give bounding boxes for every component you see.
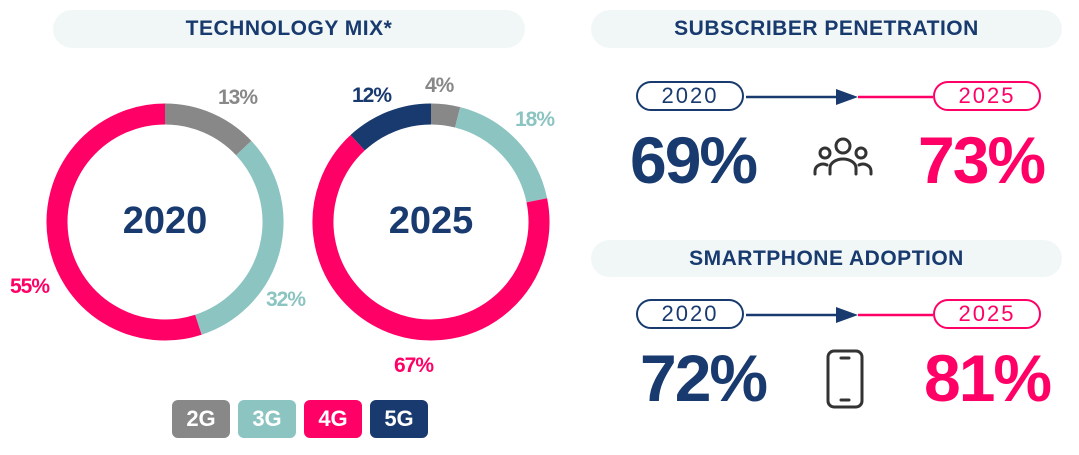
smartphone-icon [826,349,864,409]
legend-4g: 4G [304,400,362,438]
donut-2020 [46,103,284,341]
donut-2025-segment-4g [312,135,550,341]
donut-charts [46,103,550,341]
smartphone-title: SMARTPHONE ADOPTION [591,240,1062,277]
smartphone-to-value: 81% [924,341,1052,415]
donut-2020-segment-4g [46,103,202,341]
donut-2025-segment-5g [350,103,432,151]
donut-2025 [312,103,550,341]
donut-2020-segment-3g [194,140,284,335]
subscriber-from-year: 2020 [636,81,744,111]
people-icon [813,137,873,176]
label-2025-3g: 18% [515,108,555,131]
label-2025-5g: 12% [352,84,392,107]
donut-2020-segment-2g [164,103,252,156]
technology-mix-title: TECHNOLOGY MIX* [53,10,525,48]
donut-2025-center-label: 2025 [388,200,474,242]
subscriber-title: SUBSCRIBER PENETRATION [591,10,1062,48]
smartphone-to-year: 2025 [933,299,1041,329]
legend-2g: 2G [172,400,230,438]
label-2020-4g: 55% [10,275,50,298]
legend-5g: 5G [370,400,428,438]
label-2020-2g: 13% [218,86,258,109]
donut-2025-segment-3g [454,107,548,203]
smartphone-from-year: 2020 [636,299,744,329]
legend-3g: 3G [238,400,296,438]
subscriber-to-year: 2025 [933,81,1041,111]
donut-2025-segment-2g [430,103,461,128]
label-2025-4g: 67% [394,354,434,377]
label-2025-2g: 4% [425,74,454,97]
label-2020-3g: 32% [266,288,306,311]
subscriber-arrow [746,89,933,105]
donut-2020-center-label: 2020 [122,200,208,242]
smartphone-arrow [746,307,933,323]
subscriber-to-value: 73% [918,123,1046,197]
subscriber-from-value: 69% [630,123,758,197]
smartphone-from-value: 72% [640,341,768,415]
